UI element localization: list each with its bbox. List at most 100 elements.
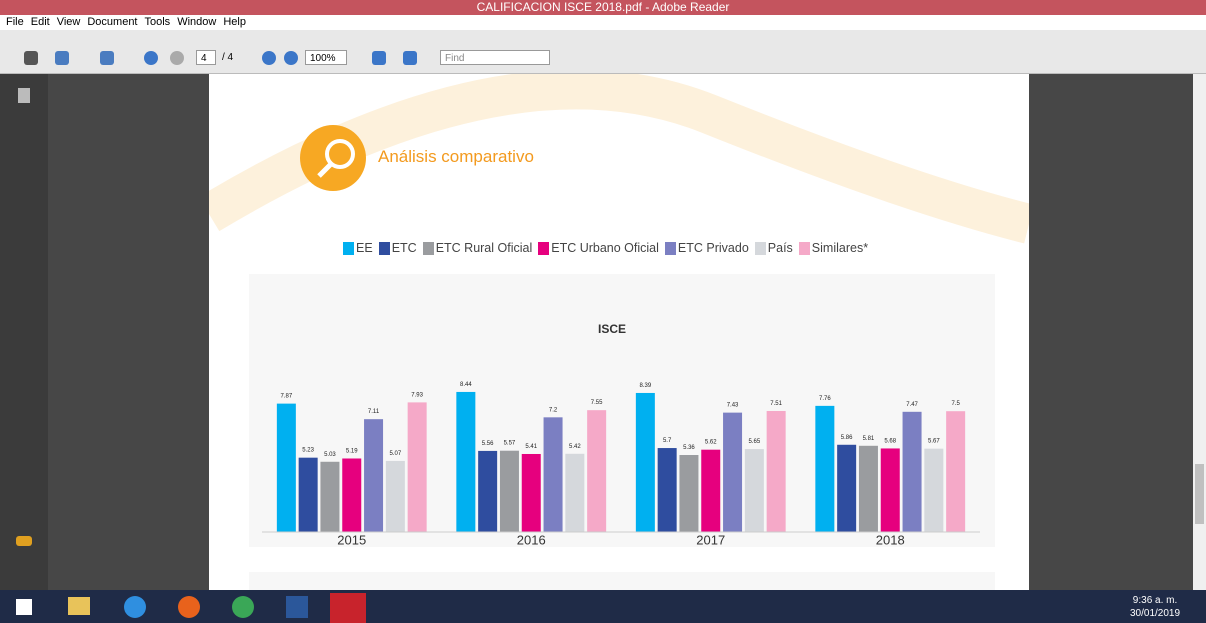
- value-label: 5.19: [346, 448, 358, 454]
- taskbar: 9:36 a. m. 30/01/2019: [0, 590, 1206, 623]
- bar: [500, 451, 519, 532]
- share-button[interactable]: [55, 51, 69, 65]
- menu-item[interactable]: Help: [223, 15, 246, 30]
- bar: [658, 448, 677, 532]
- bar: [837, 445, 856, 532]
- bar: [299, 458, 318, 532]
- bar: [342, 458, 361, 532]
- full-screen[interactable]: [403, 51, 417, 65]
- comments-button[interactable]: [16, 536, 32, 546]
- reader-icon[interactable]: [330, 593, 366, 623]
- legend-item: EE: [343, 241, 373, 255]
- word-icon[interactable]: [286, 596, 308, 618]
- bar: [587, 410, 606, 532]
- legend-label: EE: [356, 241, 373, 255]
- time: 9:36 a. m.: [1130, 594, 1180, 607]
- legend-label: ETC Urbano Oficial: [551, 241, 659, 255]
- bar: [522, 454, 541, 532]
- legend-swatch: [379, 242, 390, 255]
- value-label: 5.42: [569, 444, 581, 450]
- zoom-input[interactable]: 100%: [305, 50, 347, 65]
- bar: [815, 406, 834, 532]
- clock: 9:36 a. m. 30/01/2019: [1130, 594, 1180, 620]
- sidebar: [0, 74, 48, 590]
- legend-label: ETC Privado: [678, 241, 749, 255]
- value-label: 5.68: [884, 438, 896, 444]
- menu-item[interactable]: Edit: [31, 15, 50, 30]
- value-label: 7.51: [770, 401, 782, 407]
- chrome-icon[interactable]: [232, 596, 254, 618]
- ie-icon[interactable]: [124, 596, 146, 618]
- tools-button[interactable]: [100, 51, 114, 65]
- firefox-icon[interactable]: [178, 596, 200, 618]
- value-label: 5.86: [841, 435, 853, 441]
- x-tick-label: 2017: [696, 532, 725, 547]
- x-tick-label: 2018: [876, 532, 905, 547]
- value-label: 7.93: [411, 392, 423, 398]
- menu-item[interactable]: Window: [177, 15, 216, 30]
- pages-button[interactable]: [18, 88, 30, 103]
- legend-item: Similares*: [799, 241, 868, 255]
- menu-item[interactable]: File: [6, 15, 24, 30]
- bar: [881, 448, 900, 532]
- value-label: 8.39: [640, 383, 652, 389]
- value-label: 7.47: [906, 402, 918, 408]
- x-tick-label: 2016: [517, 532, 546, 547]
- legend-swatch: [665, 242, 676, 255]
- value-label: 5.7: [663, 438, 672, 444]
- legend-item: ETC: [379, 241, 417, 255]
- screen: CALIFICACION ISCE 2018.pdf - Adobe Reade…: [0, 0, 1206, 623]
- bar: [320, 462, 339, 532]
- bar: [544, 417, 563, 532]
- bar: [679, 455, 698, 532]
- next-panel: [249, 572, 995, 590]
- value-label: 5.36: [683, 445, 695, 451]
- bar: [565, 454, 584, 532]
- value-label: 5.07: [390, 451, 402, 457]
- legend-label: País: [768, 241, 793, 255]
- bar: [745, 449, 764, 532]
- value-label: 5.23: [302, 448, 314, 454]
- value-label: 7.11: [368, 409, 380, 415]
- page-total: / 4: [222, 50, 233, 65]
- bar: [478, 451, 497, 532]
- page-input[interactable]: 4: [196, 50, 216, 65]
- legend: EE ETC ETC Rural Oficial ETC Urbano Oficial…: [343, 241, 868, 255]
- zoom-out[interactable]: [262, 51, 276, 65]
- menu-item[interactable]: Document: [87, 15, 137, 30]
- value-label: 8.44: [460, 382, 472, 388]
- explorer-icon[interactable]: [68, 597, 90, 615]
- title-bar: CALIFICACION ISCE 2018.pdf - Adobe Reade…: [0, 0, 1206, 15]
- bar: [386, 461, 405, 532]
- menu-item[interactable]: View: [57, 15, 81, 30]
- find-input[interactable]: Find: [440, 50, 550, 65]
- start-button[interactable]: [16, 599, 32, 615]
- fit-page[interactable]: [372, 51, 386, 65]
- value-label: 5.41: [525, 444, 537, 450]
- bar: [723, 413, 742, 532]
- bar: [859, 446, 878, 532]
- legend-swatch: [755, 242, 766, 255]
- scroll-thumb[interactable]: [1195, 464, 1204, 524]
- bar: [701, 450, 720, 532]
- menu-item[interactable]: Tools: [145, 15, 171, 30]
- value-label: 7.55: [591, 400, 603, 406]
- bar: [277, 404, 296, 532]
- value-label: 7.76: [819, 396, 831, 402]
- legend-item: ETC Rural Oficial: [423, 241, 533, 255]
- scrollbar[interactable]: [1193, 74, 1206, 590]
- prev-page[interactable]: [144, 51, 158, 65]
- legend-swatch: [538, 242, 549, 255]
- legend-swatch: [343, 242, 354, 255]
- bar: [408, 402, 427, 532]
- bar: [364, 419, 383, 532]
- zoom-in[interactable]: [284, 51, 298, 65]
- chart: ISCE 20157.875.235.035.197.115.077.93201…: [249, 275, 995, 548]
- next-page[interactable]: [170, 51, 184, 65]
- value-label: 7.87: [281, 394, 293, 400]
- print-button[interactable]: [24, 51, 38, 65]
- value-label: 5.62: [705, 440, 717, 446]
- value-label: 5.57: [504, 441, 516, 447]
- value-label: 5.03: [324, 452, 336, 458]
- date: 30/01/2019: [1130, 607, 1180, 620]
